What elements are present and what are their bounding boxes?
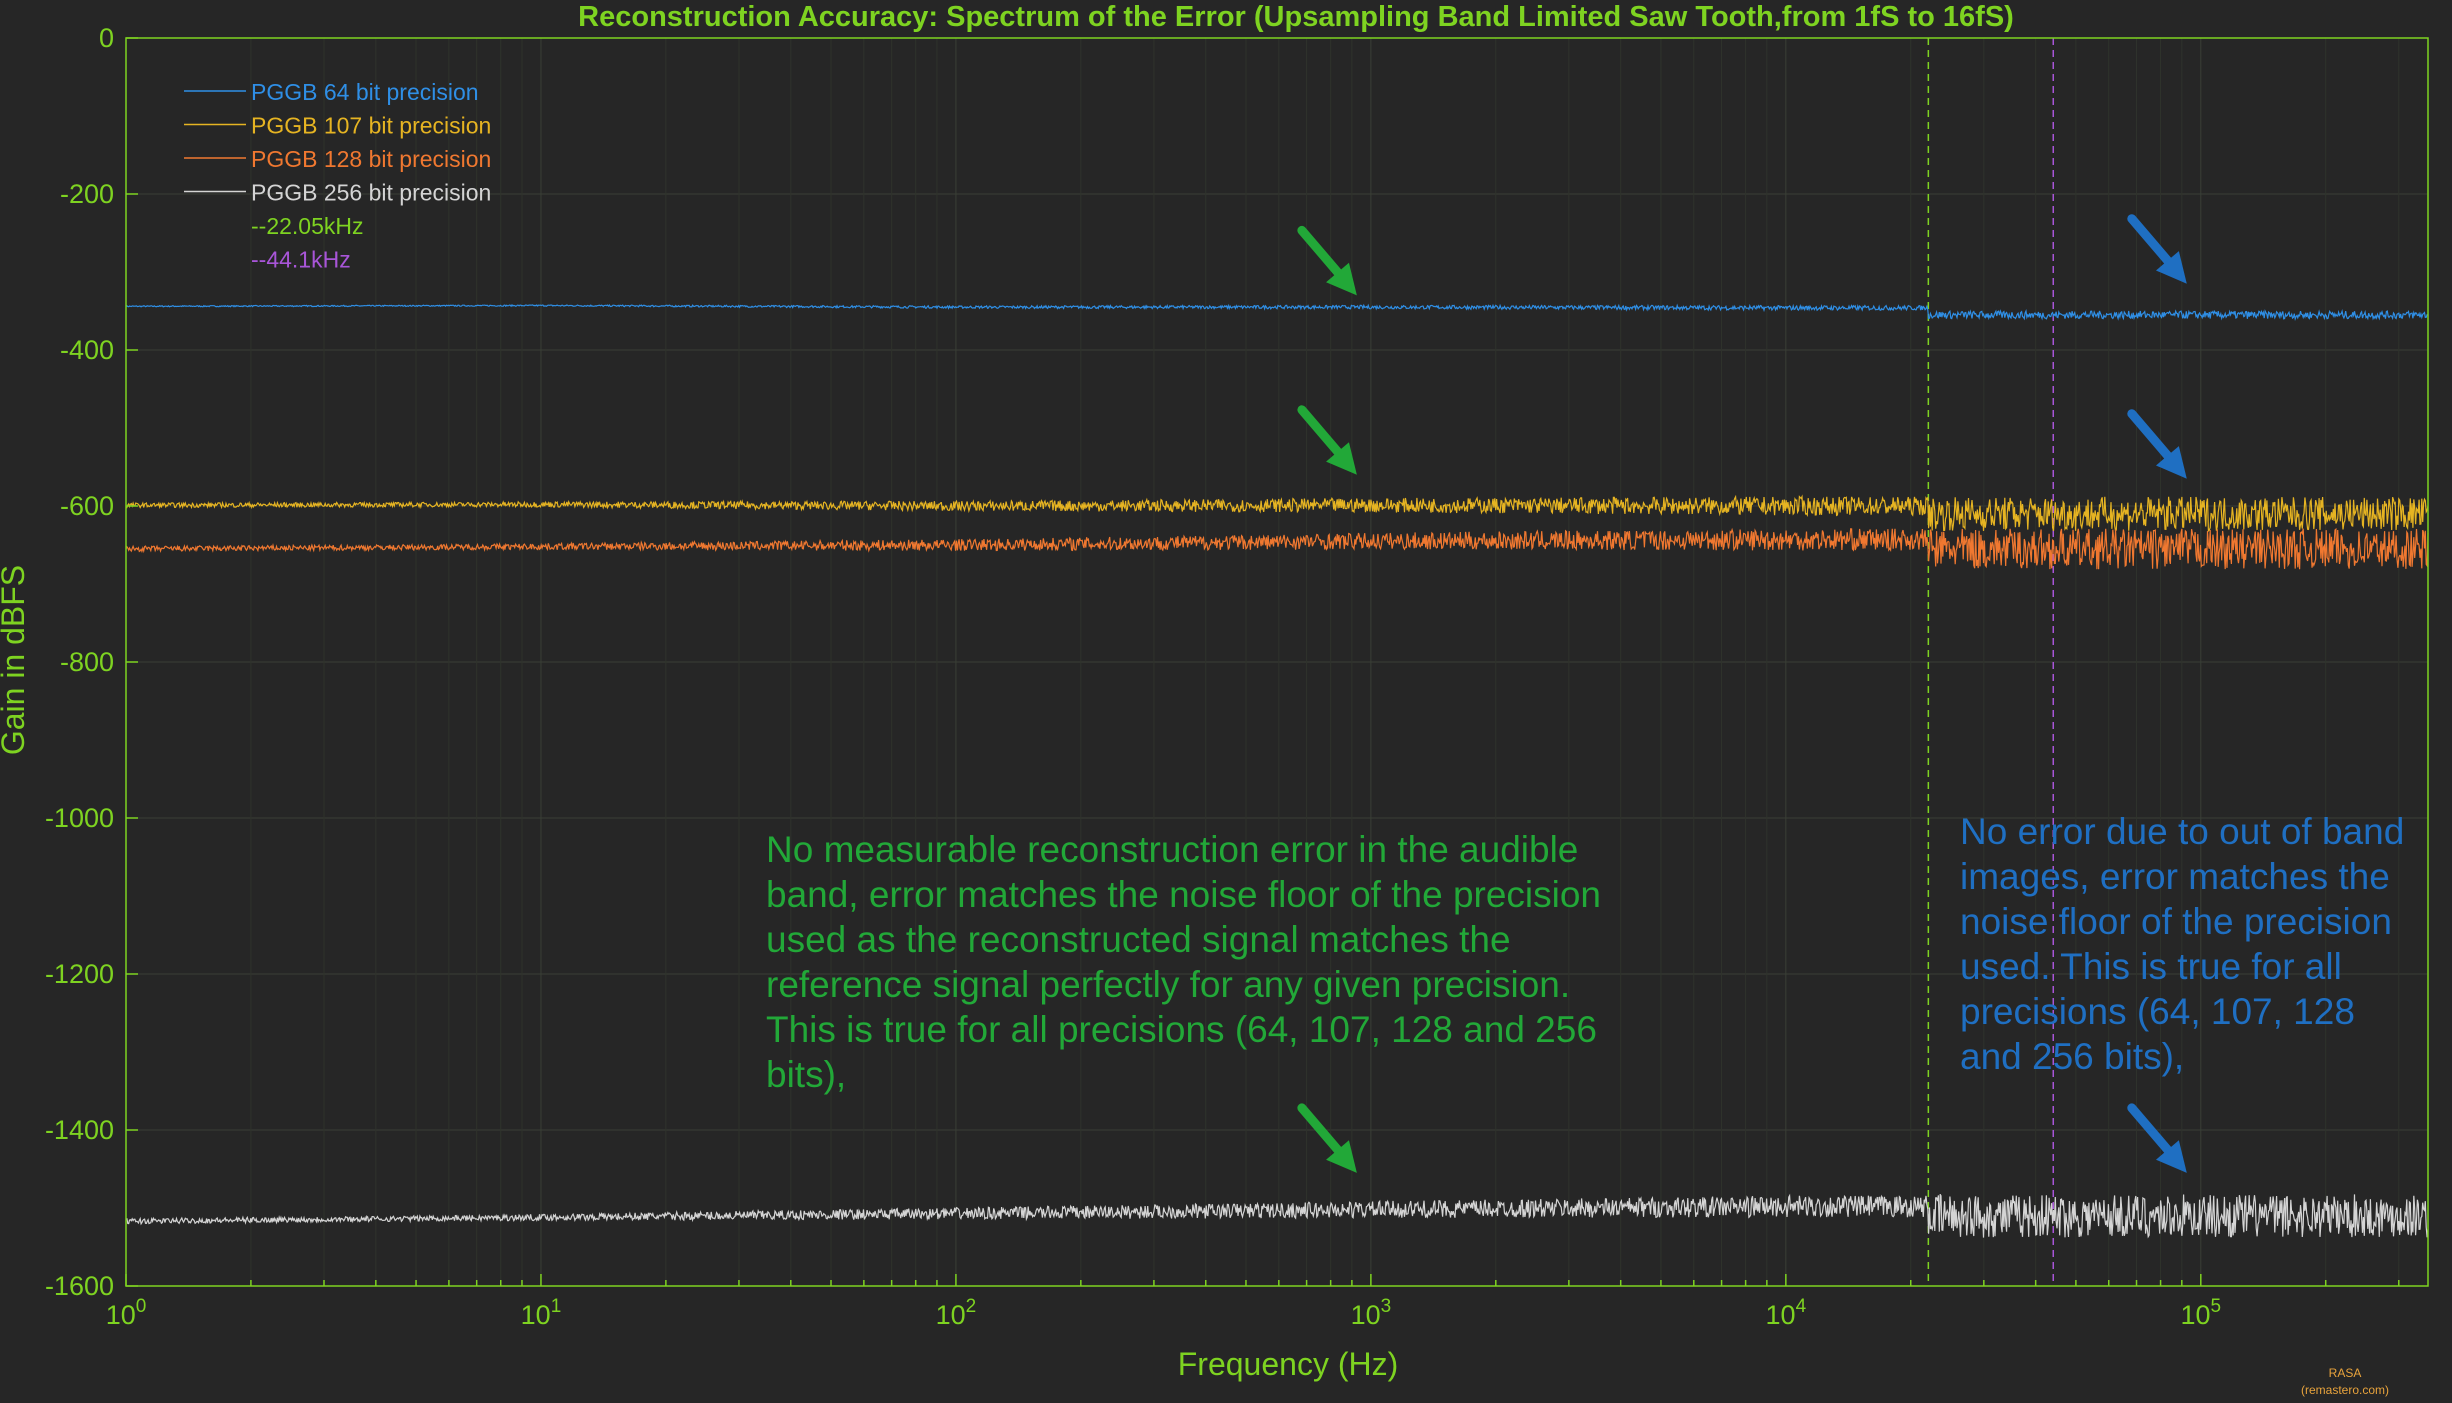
arrow-head: [2155, 446, 2187, 479]
y-tick-label: -600: [60, 491, 114, 521]
series-line: [125, 494, 2429, 533]
y-tick-label: -1400: [45, 1115, 114, 1145]
y-tick-label: -400: [60, 335, 114, 365]
y-tick-label: -1000: [45, 803, 114, 833]
axes: 0 -200 -400 -600 -800 -1000 -1200 -1400 -1600100…: [45, 23, 2429, 1330]
series-line: [125, 1193, 2429, 1239]
series-line: [125, 303, 2429, 322]
legend-label: PGGB 256 bit precision: [251, 180, 491, 206]
arrows: [1297, 214, 2187, 1173]
legend-label: PGGB 107 bit precision: [251, 113, 491, 139]
series-group: [125, 303, 2429, 1239]
series-line: [125, 527, 2429, 570]
arrow-head: [2155, 1140, 2187, 1173]
annotations: No measurable reconstruction error in th…: [766, 811, 2404, 1095]
grid: [125, 37, 2428, 1287]
y-tick-label: 0: [99, 23, 114, 53]
arrow-head: [1326, 442, 1357, 475]
legend-label: PGGB 128 bit precision: [251, 146, 491, 172]
annotation-text: No error due to out of band images, error…: [1960, 811, 2404, 1077]
y-tick-label: -1600: [45, 1271, 114, 1301]
x-tick-label: 103: [1351, 1296, 1392, 1330]
x-tick-label: 104: [1766, 1296, 1807, 1330]
watermark-line1: RASA: [2329, 1366, 2362, 1380]
legend: PGGB 64 bit precision PGGB 107 bit precis…: [184, 79, 491, 273]
y-tick-label: -200: [60, 179, 114, 209]
x-axis-label: Frequency (Hz): [1178, 1346, 1399, 1382]
x-tick-label: 101: [521, 1296, 562, 1330]
legend-label: --44.1kHz: [251, 247, 351, 273]
frequency-markers: [1927, 38, 2055, 1286]
y-tick-label: -1200: [45, 959, 114, 989]
legend-label: --22.05kHz: [251, 213, 363, 239]
x-tick-label: 105: [2180, 1296, 2221, 1330]
x-tick-label: 102: [936, 1296, 977, 1330]
chart-title: Reconstruction Accuracy: Spectrum of the…: [578, 1, 2014, 33]
arrow-head: [1326, 262, 1357, 296]
watermark-line2: (remastero.com): [2301, 1383, 2389, 1397]
legend-label: PGGB 64 bit precision: [251, 79, 479, 105]
y-axis-label: Gain in dBFS: [0, 565, 31, 755]
annotation-text: No measurable reconstruction error in th…: [766, 829, 1601, 1095]
x-tick-label: 100: [106, 1296, 147, 1330]
plot-frame: [125, 37, 2429, 1287]
arrow-head: [2155, 251, 2187, 284]
y-tick-label: -800: [60, 647, 114, 677]
arrow-head: [1326, 1140, 1357, 1173]
